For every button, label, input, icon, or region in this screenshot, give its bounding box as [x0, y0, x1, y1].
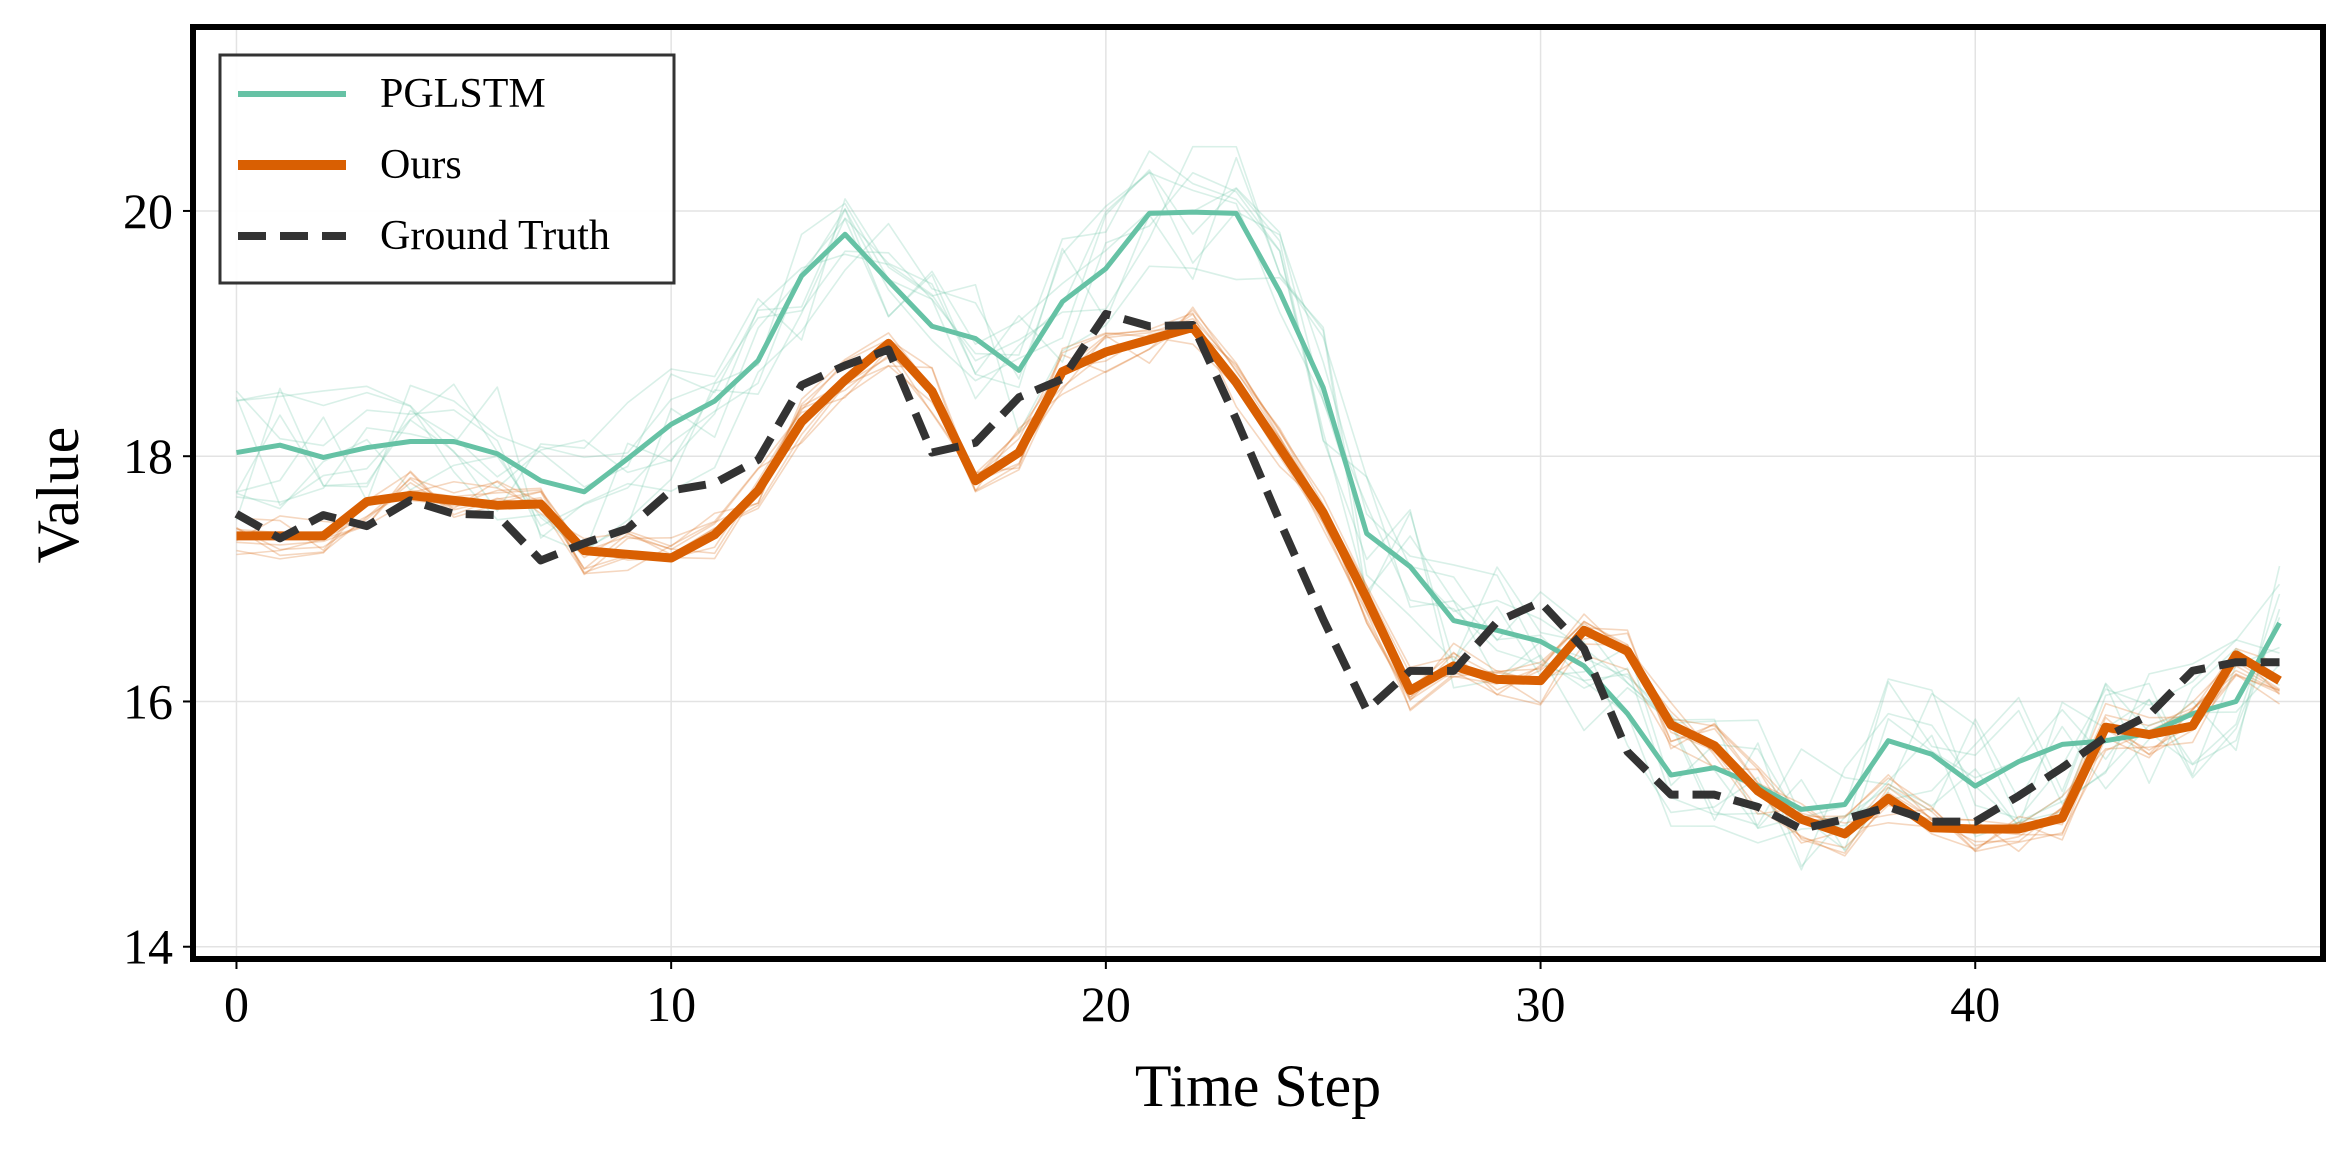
legend: PGLSTM Ours Ground Truth [218, 53, 676, 285]
x-tick-label: 10 [646, 976, 696, 1032]
sample-trajectory [236, 169, 2281, 828]
sample-trajectory [235, 187, 2281, 868]
plot-frame [190, 24, 2326, 962]
y-tick-label: 18 [123, 428, 173, 484]
y-axis-label: Value [25, 427, 91, 564]
sample-trajectory [235, 198, 2281, 825]
y-tick-label: 16 [123, 673, 173, 729]
grid [193, 27, 2323, 959]
y-tick-label: 20 [123, 183, 173, 239]
series-line-pglstm [236, 209, 2282, 812]
series-line-ground-truth [234, 309, 2280, 834]
legend-label-ours: Ours [380, 142, 462, 188]
sample-trajectory [235, 171, 2281, 833]
series-lines [234, 209, 2282, 839]
legend-label-ground-truth: Ground Truth [380, 213, 610, 259]
x-tick-label: 0 [224, 976, 249, 1032]
x-tick-label: 30 [1516, 976, 1566, 1032]
x-tick-label: 20 [1081, 976, 1131, 1032]
sample-trajectory [236, 172, 2281, 820]
sample-trajectory [236, 312, 2280, 847]
x-axis-ticks: 0 10 20 30 40 [224, 959, 2000, 1032]
sample-trajectory [236, 145, 2281, 851]
x-tick-label: 40 [1950, 976, 2000, 1032]
x-axis-label: Time Step [1135, 1053, 1381, 1119]
y-axis-ticks: 14 16 18 20 [123, 183, 193, 975]
y-tick-label: 14 [123, 919, 173, 975]
legend-label-pglstm: PGLSTM [380, 71, 546, 117]
